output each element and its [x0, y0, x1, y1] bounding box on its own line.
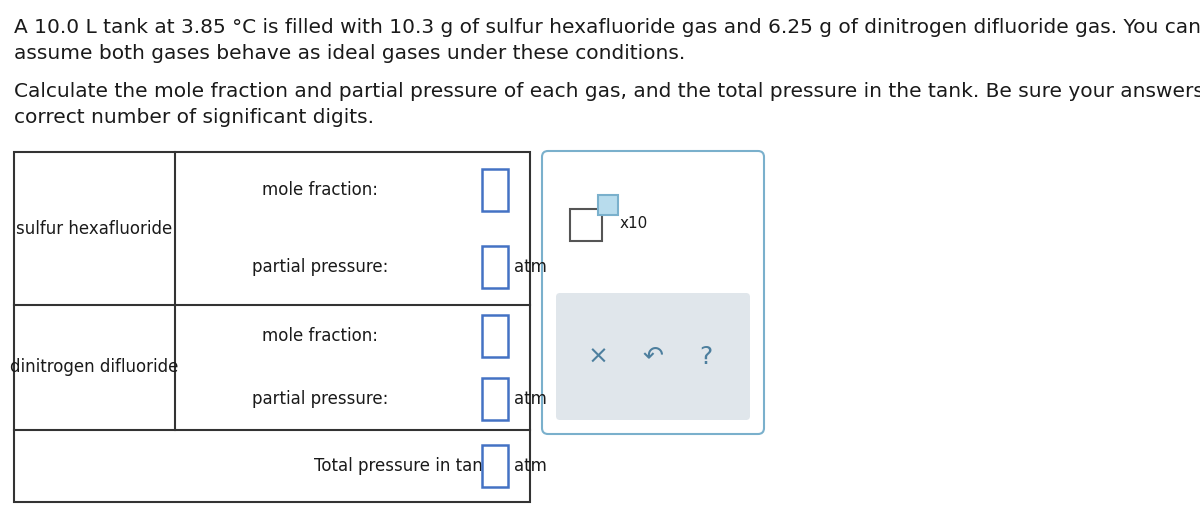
Text: atm: atm — [514, 457, 547, 475]
Bar — [570, 209, 602, 241]
Text: partial pressure:: partial pressure: — [252, 390, 388, 408]
Text: mole fraction:: mole fraction: — [262, 181, 378, 199]
Text: atm: atm — [514, 258, 547, 276]
Text: atm: atm — [514, 390, 547, 408]
Text: dinitrogen difluoride: dinitrogen difluoride — [11, 358, 179, 376]
Text: partial pressure:: partial pressure: — [252, 258, 388, 276]
Text: x10: x10 — [620, 215, 648, 230]
Text: ×: × — [588, 344, 608, 369]
FancyBboxPatch shape — [542, 151, 764, 434]
Text: Calculate the mole fraction and partial pressure of each gas, and the total pres: Calculate the mole fraction and partial … — [14, 82, 1200, 101]
FancyBboxPatch shape — [556, 293, 750, 420]
Text: sulfur hexafluoride: sulfur hexafluoride — [17, 219, 173, 237]
Bar — [482, 246, 508, 288]
Bar — [482, 378, 508, 420]
Bar — [14, 152, 530, 502]
Text: correct number of significant digits.: correct number of significant digits. — [14, 108, 374, 127]
Bar — [482, 445, 508, 487]
Bar — [482, 169, 508, 211]
Text: ?: ? — [700, 344, 713, 369]
Text: Total pressure in tank:: Total pressure in tank: — [313, 457, 498, 475]
Bar — [598, 195, 618, 215]
Text: ↶: ↶ — [642, 344, 664, 369]
Bar — [482, 315, 508, 357]
Text: mole fraction:: mole fraction: — [262, 327, 378, 345]
Text: assume both gases behave as ideal gases under these conditions.: assume both gases behave as ideal gases … — [14, 44, 685, 63]
Text: A 10.0 L tank at 3.85 °C is filled with 10.3 g of sulfur hexafluoride gas and 6.: A 10.0 L tank at 3.85 °C is filled with … — [14, 18, 1200, 37]
